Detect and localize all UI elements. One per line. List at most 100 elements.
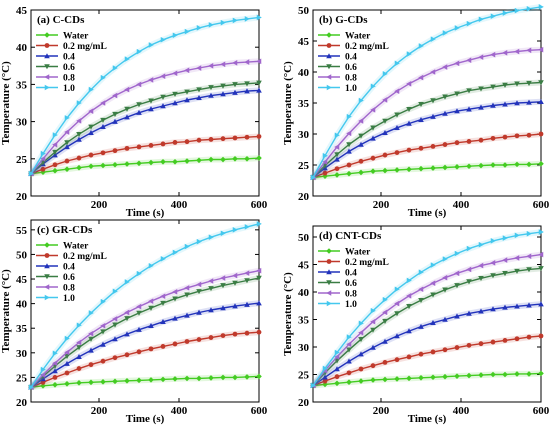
data-point [124,106,130,112]
data-point [334,366,340,372]
data-point [136,144,142,150]
data-point [100,341,106,347]
data-point [322,152,328,159]
data-point [502,304,508,310]
data-point [196,157,202,164]
data-point [478,104,484,110]
data-point [220,305,226,311]
data-point [526,80,532,86]
data-point [244,270,250,276]
y-axis-title: Temperature (°C) [0,269,12,353]
data-point [124,352,130,358]
legend-label: 0.4 [345,269,357,279]
data-point [502,371,508,378]
data-point [76,100,82,106]
data-point [406,51,412,57]
data-point [322,374,328,380]
data-point [478,162,484,169]
data-point [478,308,484,314]
data-point [490,260,496,266]
legend-label: 0.8 [345,74,357,84]
data-point [514,303,520,309]
y-tick-label: 50 [298,5,310,17]
data-point [208,85,214,91]
data-point [52,375,58,380]
legend-label: 0.8 [345,290,357,300]
data-point [346,142,352,148]
data-point [430,320,436,326]
y-tick-label: 50 [298,232,310,244]
y-tick-label: 25 [16,372,28,384]
data-point [256,58,262,65]
legend-marker [326,280,332,286]
data-point [100,329,106,335]
data-point [172,289,178,295]
data-point [526,161,532,168]
data-point [76,380,82,386]
series-2 [310,131,544,181]
data-point [232,60,238,66]
data-point [160,300,166,306]
data-point [64,381,70,387]
series-4 [310,265,544,389]
y-tick-label: 20 [298,397,310,409]
data-point [454,283,460,289]
x-tick-label: 600 [533,405,550,417]
data-point [40,150,46,157]
data-point [490,273,496,279]
data-point [334,380,340,387]
data-point [232,82,238,88]
data-point [184,285,190,291]
data-point [514,255,520,261]
data-point [64,129,70,135]
data-point [538,301,544,307]
y-tick-label: 40 [16,299,28,311]
data-point [526,371,532,377]
data-point [52,132,58,138]
y-tick-label: 45 [298,260,310,272]
data-point [478,276,484,282]
data-point [370,318,376,325]
data-point [172,100,178,106]
legend-label: 1.0 [345,84,357,94]
data-point [382,296,388,303]
y-tick-label: 45 [16,5,28,17]
series-line [30,302,260,388]
data-point [478,341,484,347]
legend-marker [44,253,50,258]
legend-marker [44,53,50,59]
data-point [76,339,82,346]
data-point [64,354,70,360]
data-point [322,365,328,372]
data-point [100,298,106,305]
data-point [418,286,424,293]
y-tick-label: 45 [16,274,28,286]
data-point [76,353,82,359]
legend-marker [44,84,50,91]
data-point [502,257,508,263]
data-point [346,370,352,376]
data-point [394,376,400,382]
y-tick-label: 30 [298,342,310,354]
legend-marker [44,274,50,280]
data-point [514,100,520,106]
panel-title: (a) C-CDs [37,14,85,26]
data-point [148,346,154,352]
data-point [454,250,460,257]
data-point [334,172,340,178]
data-point [394,286,400,293]
data-point [430,262,436,268]
data-point [64,115,70,121]
data-point [490,371,496,378]
legend-label: 0.4 [63,263,75,273]
data-point [232,374,238,381]
legend-label: 0.4 [63,53,75,63]
data-point [52,141,58,148]
data-point [334,156,340,162]
data-point [136,377,142,384]
y-axis-title: Temperature (°C) [282,61,294,145]
data-point [64,349,70,356]
data-point [382,71,388,77]
data-point [466,372,472,379]
